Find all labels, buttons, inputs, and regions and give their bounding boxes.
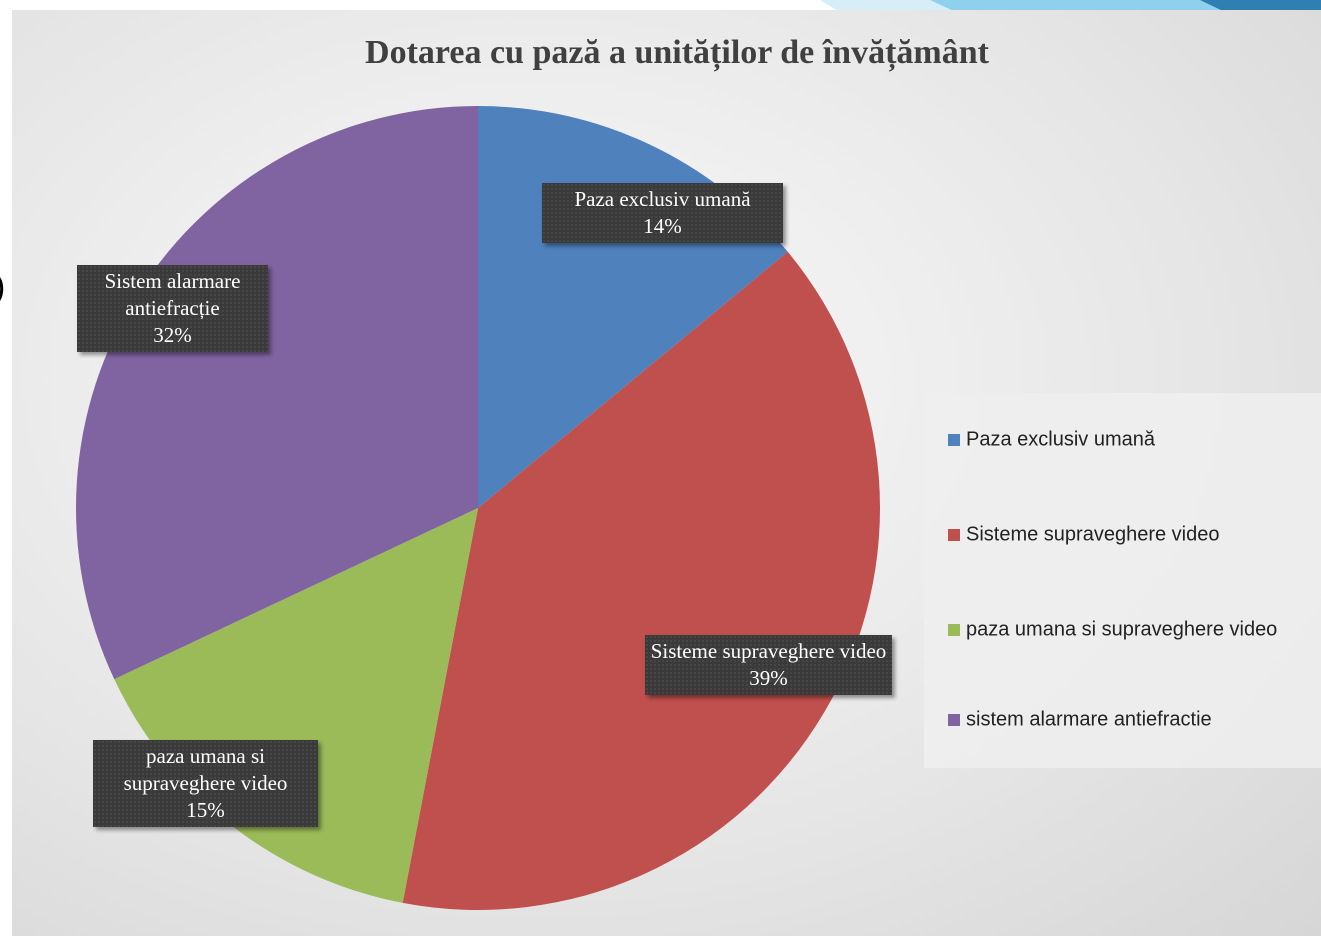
chart: Dotarea cu pază a unităților de învățămâ… (12, 10, 1321, 936)
data-label: Paza exclusiv umană 14% (542, 183, 783, 243)
legend-swatch (948, 714, 960, 726)
decor-band (1200, 0, 1321, 12)
legend-label: paza umana si supraveghere video (966, 618, 1277, 640)
legend-label: sistem alarmare antiefractie (966, 708, 1212, 730)
data-label-value: 32% (153, 323, 192, 347)
data-label-value: 15% (186, 798, 225, 822)
legend-swatch (948, 434, 960, 446)
chart-title: Dotarea cu pază a unităților de învățămâ… (365, 34, 990, 72)
data-label-name: Sisteme supraveghere video (650, 639, 887, 663)
legend-label: Sisteme supraveghere video (966, 523, 1219, 545)
chart-svg: Dotarea cu pază a unităților de învățămâ… (75, 34, 1321, 910)
legend-swatch (948, 529, 960, 541)
legend-swatch (948, 624, 960, 636)
legend-label: Paza exclusiv umană (966, 428, 1156, 450)
slide-fragment: ) (0, 268, 5, 307)
legend-box (924, 393, 1321, 768)
data-label: Sistem alarmare antiefracție 32% (77, 265, 268, 352)
data-label-name: Paza exclusiv umană (574, 187, 751, 211)
pie-slice (75, 106, 479, 680)
data-label-value: 39% (749, 666, 788, 690)
pie-slice (402, 251, 880, 910)
data-label-name: paza umana si supraveghere video (123, 744, 288, 795)
data-label-value: 14% (643, 214, 682, 238)
pie-slice (114, 508, 478, 903)
data-label-name: Sistem alarmare antiefracție (104, 269, 241, 320)
data-label: paza umana si supraveghere video 15% (93, 740, 318, 827)
data-label: Sisteme supraveghere video 39% (645, 635, 892, 695)
